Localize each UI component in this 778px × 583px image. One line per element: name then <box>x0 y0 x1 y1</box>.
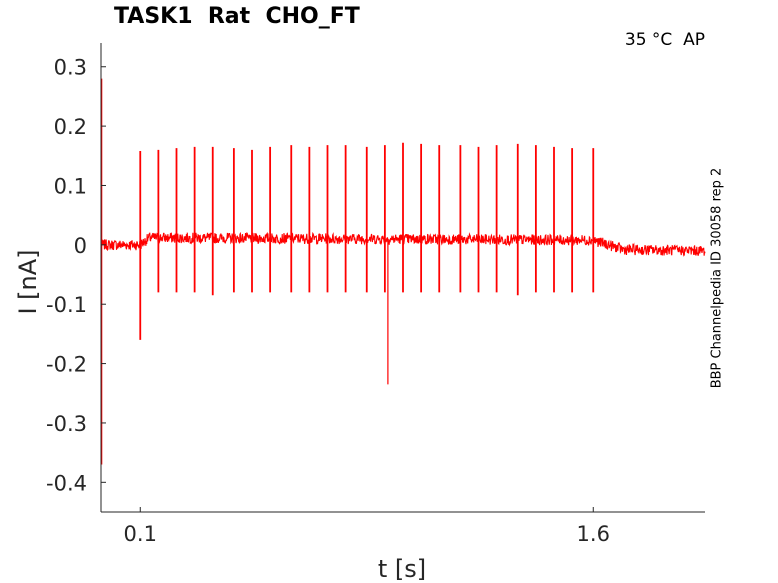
axes <box>100 43 705 513</box>
ticks: 0.3 0.2 0.1 0 -0.1 -0.2 -0.3 -0.4 0.1 1.6 <box>46 56 610 546</box>
y-tick-label: 0.2 <box>54 115 87 139</box>
x-axis-label: t [s] <box>378 555 426 583</box>
y-tick-label: -0.4 <box>46 471 87 495</box>
y-tick-label: -0.2 <box>46 353 87 377</box>
chart-annotation: 35 °C AP <box>624 30 705 50</box>
x-tick-label: 1.6 <box>577 522 610 546</box>
y-tick-label: -0.3 <box>46 412 87 436</box>
y-tick-label: 0.1 <box>54 174 87 198</box>
y-tick-label: 0.3 <box>54 56 87 80</box>
x-tick-label: 0.1 <box>124 522 157 546</box>
y-tick-label: 0 <box>74 234 87 258</box>
chart-title: TASK1 Rat CHO_FT <box>114 4 360 29</box>
y-axis-label: I [nA] <box>14 249 42 314</box>
y-tick-label: -0.1 <box>46 293 87 317</box>
current-trace <box>100 78 706 465</box>
